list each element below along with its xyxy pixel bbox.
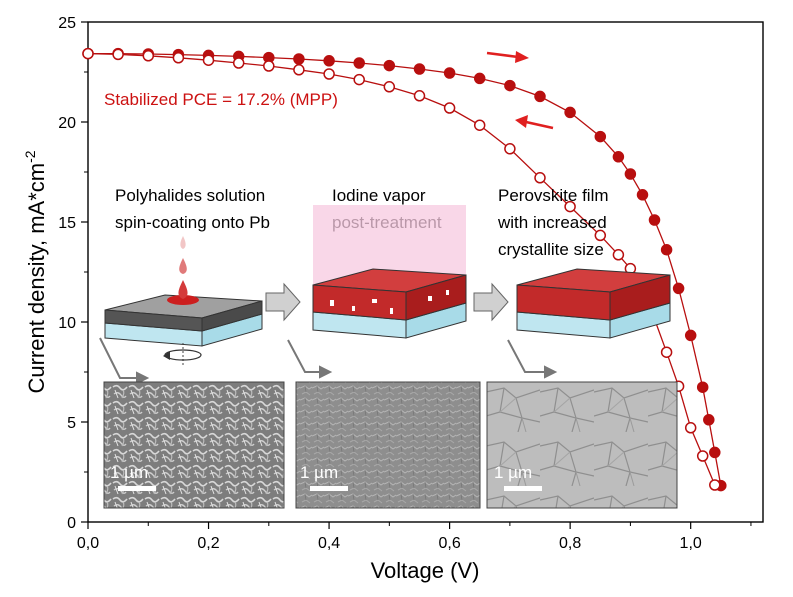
step1-caption: Polyhalides solution spin-coating onto P… [115, 186, 270, 232]
step1-substrate-illustration [104, 236, 263, 366]
data-point [383, 59, 396, 72]
step3-film-illustration [516, 268, 671, 339]
svg-text:1 µm: 1 µm [300, 463, 338, 482]
data-point [82, 47, 94, 60]
data-point [594, 130, 607, 143]
reverse-scan-arrow [515, 115, 554, 130]
data-point [696, 450, 709, 462]
svg-text:1 µm: 1 µm [110, 463, 148, 482]
y-tick-label: 25 [58, 15, 76, 32]
data-point [142, 50, 155, 62]
data-point [202, 54, 215, 66]
data-point [383, 81, 396, 93]
data-point [564, 106, 576, 119]
data-point [709, 446, 721, 459]
data-point [534, 172, 546, 184]
data-point [672, 282, 685, 295]
data-point [660, 346, 673, 358]
x-tick-label: 0,2 [197, 535, 219, 552]
step3-caption: Perovskite film with increased crystalli… [497, 186, 613, 259]
step2-vapor-illustration [312, 205, 467, 339]
data-point [443, 102, 456, 114]
y-tick-label: 5 [67, 415, 76, 432]
process-arrow-1 [265, 282, 301, 322]
process-arrow-2 [473, 282, 509, 322]
data-point [443, 67, 456, 79]
data-point [684, 422, 697, 434]
sem-connector-arrows [99, 337, 558, 385]
data-point [353, 57, 365, 69]
y-tick-label: 10 [58, 315, 76, 332]
data-point [232, 57, 245, 69]
y-tick-label: 20 [58, 115, 76, 132]
data-point [353, 73, 365, 86]
forward-scan-arrow [486, 51, 529, 63]
x-tick-label: 0,8 [559, 535, 581, 552]
svg-text:1 µm: 1 µm [494, 463, 532, 482]
data-point [172, 52, 185, 64]
y-tick-label: 0 [67, 515, 76, 532]
data-point [636, 189, 649, 201]
data-point [624, 168, 637, 180]
data-point [709, 479, 721, 491]
data-point [112, 48, 124, 61]
y-axis-label: Current density, mA*cm-2 [22, 150, 49, 393]
x-tick-label: 0,0 [77, 535, 99, 552]
x-tick-label: 1,0 [680, 535, 702, 552]
sem-image-3: 1 µm [486, 381, 678, 509]
data-point [612, 249, 625, 261]
data-point [504, 79, 516, 92]
data-point [504, 143, 516, 155]
data-point [323, 68, 335, 80]
y-tick-label: 15 [58, 215, 76, 232]
data-point [293, 53, 305, 65]
data-point [413, 90, 426, 102]
pce-annotation: Stabilized PCE = 17.2% (MPP) [104, 90, 338, 109]
y-axis: 0 5 10 15 20 25 [58, 15, 88, 532]
data-point [323, 55, 335, 67]
data-point [660, 244, 673, 256]
data-point [564, 200, 576, 213]
data-point [684, 329, 697, 342]
sem-image-2: 1 µm [295, 381, 481, 509]
data-point [413, 63, 426, 75]
x-tick-label: 0,6 [438, 535, 460, 552]
data-point [473, 119, 486, 131]
x-axis: 0,0 0,2 0,4 0,6 0,8 1,0 [77, 522, 752, 552]
data-point [696, 381, 709, 393]
sem-image-1: 1 µm [103, 381, 285, 509]
data-point [594, 229, 607, 242]
x-axis-label: Voltage (V) [371, 558, 480, 583]
data-point [293, 64, 305, 76]
x-tick-label: 0,4 [318, 535, 340, 552]
data-point [648, 214, 661, 226]
data-point [612, 151, 625, 163]
data-point [263, 60, 275, 72]
data-point [473, 72, 486, 85]
data-point [703, 414, 715, 426]
data-point [534, 90, 546, 103]
